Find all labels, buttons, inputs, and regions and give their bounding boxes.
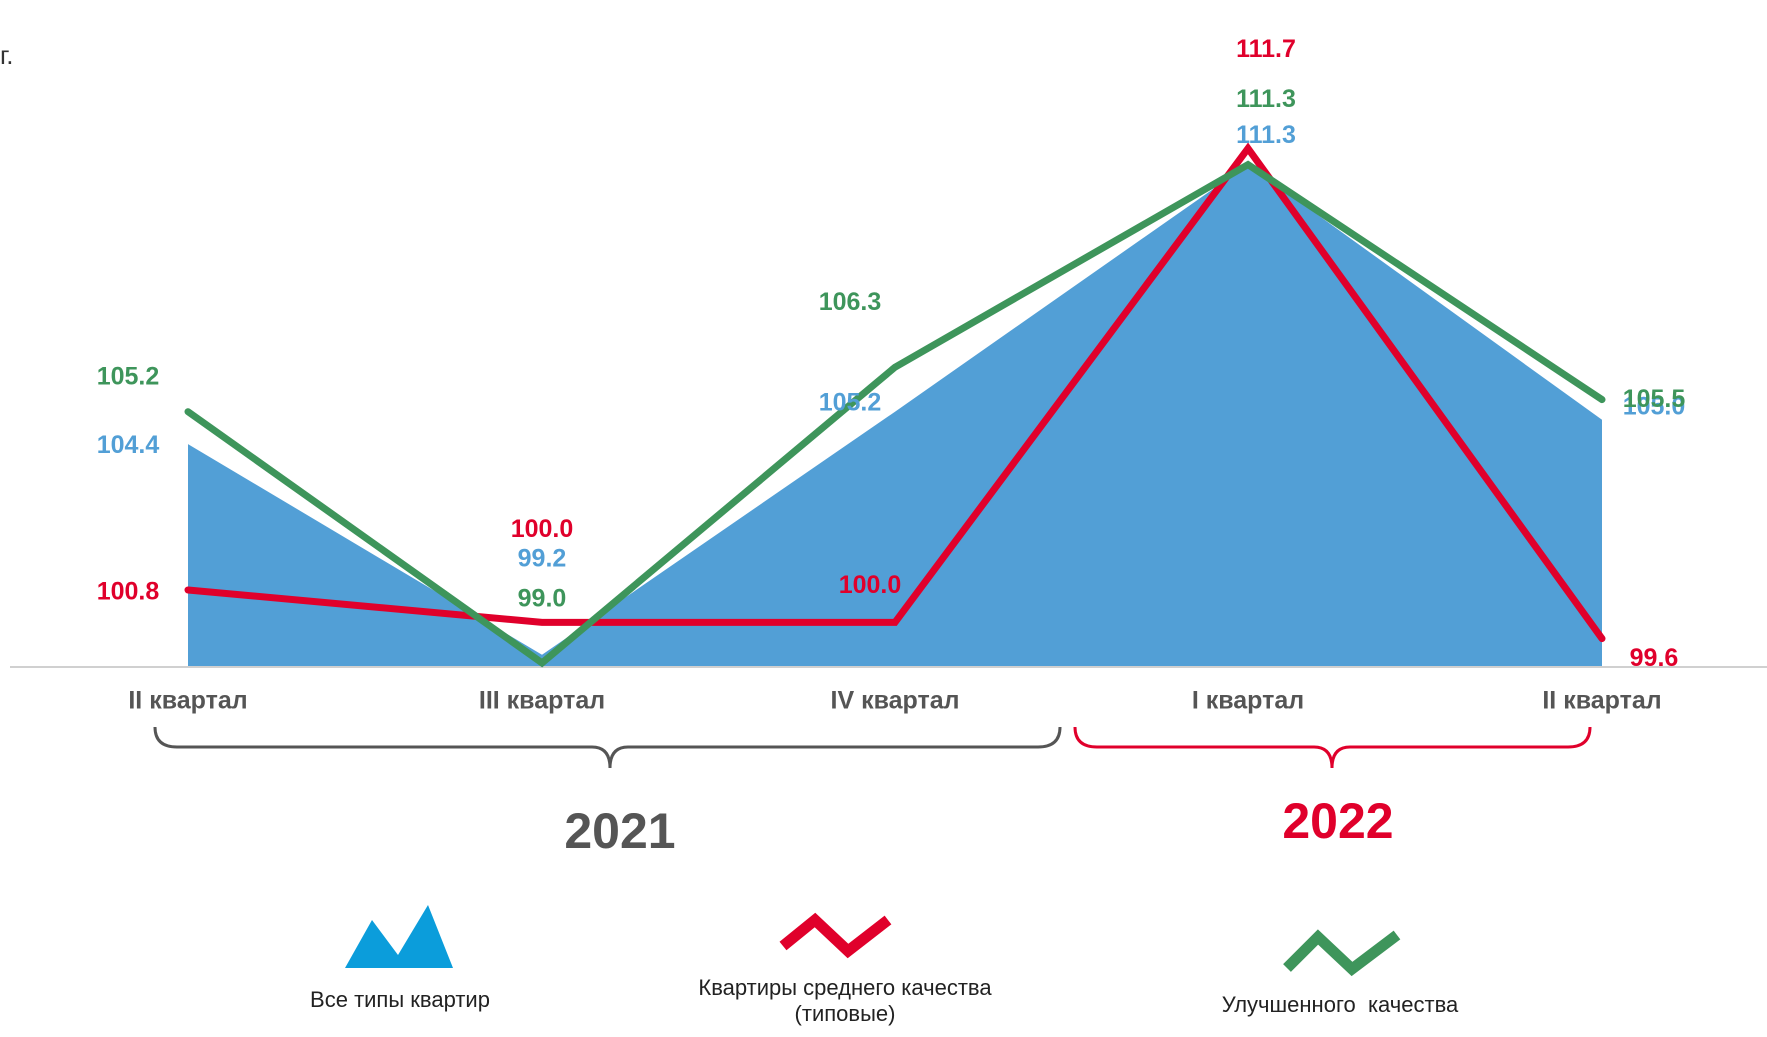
year-brace-2022 (1073, 726, 1592, 769)
data-label: 104.4 (97, 431, 160, 459)
data-label: 105.2 (97, 362, 160, 390)
x-tick-labels: II квартал III квартал IV квартал I квартал… (128, 687, 1661, 715)
area-all-types (188, 164, 1602, 667)
area-layer (188, 164, 1602, 667)
year-label: 2022 (1282, 793, 1393, 849)
year-brace-2021 (153, 726, 1062, 769)
data-labels-layer: 104.4 99.2 105.2 111.3 105.0 100.8 100.0 100.0 1… (97, 35, 1686, 672)
series-line-2 (184, 160, 1606, 668)
legend-label: Квартиры среднего качества (типовые) (660, 975, 1030, 1027)
data-label: 99.2 (518, 544, 567, 572)
x-tick-label: IV квартал (831, 687, 960, 715)
data-label: 106.3 (819, 288, 882, 316)
data-label: 100.0 (839, 571, 902, 599)
legend-label-line: Все типы квартир (310, 987, 490, 1012)
data-label: 100.8 (97, 578, 160, 606)
corner-text: г. (0, 40, 14, 70)
x-tick-label: I квартал (1192, 687, 1304, 715)
data-label: 105.5 (1623, 385, 1686, 413)
legend-label: Все типы квартир (240, 987, 560, 1013)
legend-label-line: Улучшенного качества (1221, 992, 1459, 1017)
legend-label: Улучшенного качества (1170, 992, 1510, 1018)
red-zigzag-icon (779, 912, 892, 959)
data-label: 105.0 (1623, 392, 1686, 420)
series-line-1 (184, 142, 1606, 643)
data-label: 111.7 (1236, 35, 1296, 63)
lines-layer (184, 142, 1606, 668)
blue-mountain-icon (345, 905, 453, 968)
legend-label-line: Квартиры среднего качества (698, 975, 992, 1000)
year-braces: 2021 2022 (153, 726, 1592, 859)
green-zigzag-icon (1283, 929, 1401, 977)
data-label: 111.3 (1236, 85, 1296, 113)
legend-label-line: (типовые) (794, 1001, 896, 1026)
legend-icons (345, 905, 1401, 977)
data-label: 100.0 (511, 515, 574, 543)
x-tick-label: II квартал (1542, 687, 1661, 715)
year-label: 2021 (564, 803, 675, 859)
data-label: 99.6 (1630, 644, 1679, 672)
x-tick-label: III квартал (479, 687, 605, 715)
data-label: 105.2 (819, 388, 882, 416)
data-label: 99.0 (518, 585, 567, 613)
x-tick-label: II квартал (128, 687, 247, 715)
data-label: 111.3 (1236, 121, 1296, 149)
